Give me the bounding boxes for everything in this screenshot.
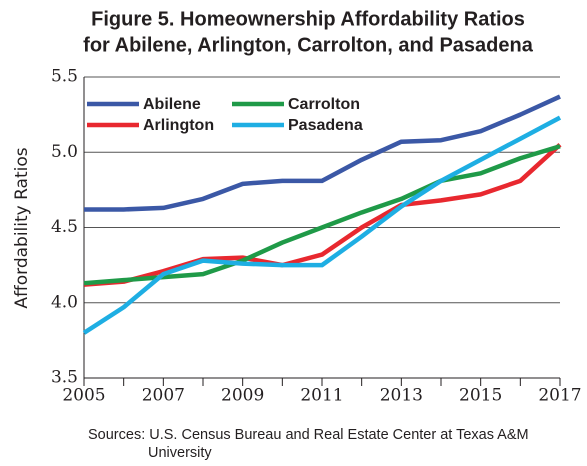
chart: Figure 5. Homeownership Affordability Ra…	[12, 8, 582, 406]
series-line	[83, 143, 562, 287]
x-tick-label: 2005	[62, 386, 105, 406]
legend-label: Pasadena	[288, 117, 363, 134]
chart-title: Figure 5. Homeownership Affordability Ra…	[91, 8, 525, 30]
y-axis-label: Affordability Ratios	[12, 147, 32, 308]
x-tick-label: 2009	[221, 386, 264, 406]
legend-label: Carrolton	[288, 96, 360, 113]
legend-label: Abilene	[143, 96, 201, 113]
x-tick-label: 2015	[459, 386, 502, 406]
series-line	[84, 94, 561, 212]
x-tick-label: 2007	[142, 386, 185, 406]
y-tick-label: 5.0	[51, 142, 78, 162]
y-tick-label: 5.5	[51, 67, 78, 87]
y-tick-label: 3.5	[51, 368, 78, 388]
series-line	[83, 144, 561, 286]
x-tick-label: 2011	[300, 386, 343, 406]
y-tick-label: 4.0	[51, 292, 78, 312]
y-tick-label: 4.5	[51, 217, 78, 237]
series-line	[82, 115, 562, 335]
legend-label: Arlington	[143, 117, 214, 134]
x-tick-label: 2013	[380, 386, 423, 406]
chart-title: for Abilene, Arlington, Carrolton, and P…	[83, 34, 534, 56]
source-note: Sources: U.S. Census Bureau and Real Est…	[88, 427, 529, 461]
x-tick-label: 2017	[538, 386, 581, 406]
